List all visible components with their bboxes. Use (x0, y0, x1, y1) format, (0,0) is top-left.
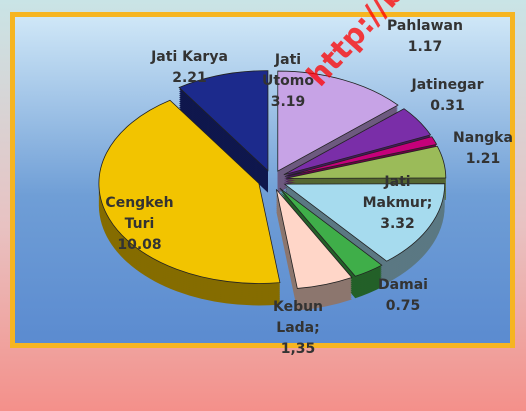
slice (285, 145, 447, 179)
value-label: 1.17 (407, 39, 443, 55)
data-label: Jati Karya 2.21 (142, 47, 237, 89)
slice (283, 108, 432, 176)
category-label: Nangka (453, 130, 513, 146)
value-label: 3.19 (270, 94, 306, 110)
slice (279, 187, 383, 277)
data-label: Jati Utomo 3.19 (248, 50, 328, 113)
slice (178, 70, 269, 172)
value-label: 0.75 (385, 298, 421, 314)
data-label: Cengkeh Turi 10.08 (92, 193, 187, 256)
category-label: Cengkeh Turi (105, 195, 174, 232)
value-label: 1,35 (280, 341, 316, 357)
category-label: Jati Utomo (262, 52, 314, 89)
data-label: Damai 0.75 (368, 275, 438, 317)
category-label: Jati Karya (151, 49, 228, 65)
data-label: Nangka 1.21 (448, 128, 518, 170)
slice (98, 99, 281, 284)
value-label: 2.21 (172, 70, 207, 86)
slice (275, 189, 353, 289)
category-label: Pahlawan (387, 18, 463, 34)
category-label: Damai (378, 277, 428, 293)
value-label: 0.31 (430, 98, 465, 114)
value-label: 3.32 (380, 216, 415, 232)
slice (283, 183, 446, 262)
data-label: Pahlawan 1.17 (385, 16, 465, 58)
category-label: Jatinegar (411, 77, 484, 93)
slice (284, 136, 438, 177)
data-label: Jati Makmur; 3.32 (360, 172, 435, 235)
data-label: Jatinegar 0.31 (405, 75, 490, 117)
category-label: Kebun Lada; (272, 299, 324, 336)
value-label: 10.08 (117, 237, 162, 253)
slice (277, 70, 399, 172)
data-label: Kebun Lada; 1,35 (258, 297, 338, 360)
value-label: 1.21 (465, 151, 501, 167)
category-label: Jati Makmur; (362, 174, 433, 211)
